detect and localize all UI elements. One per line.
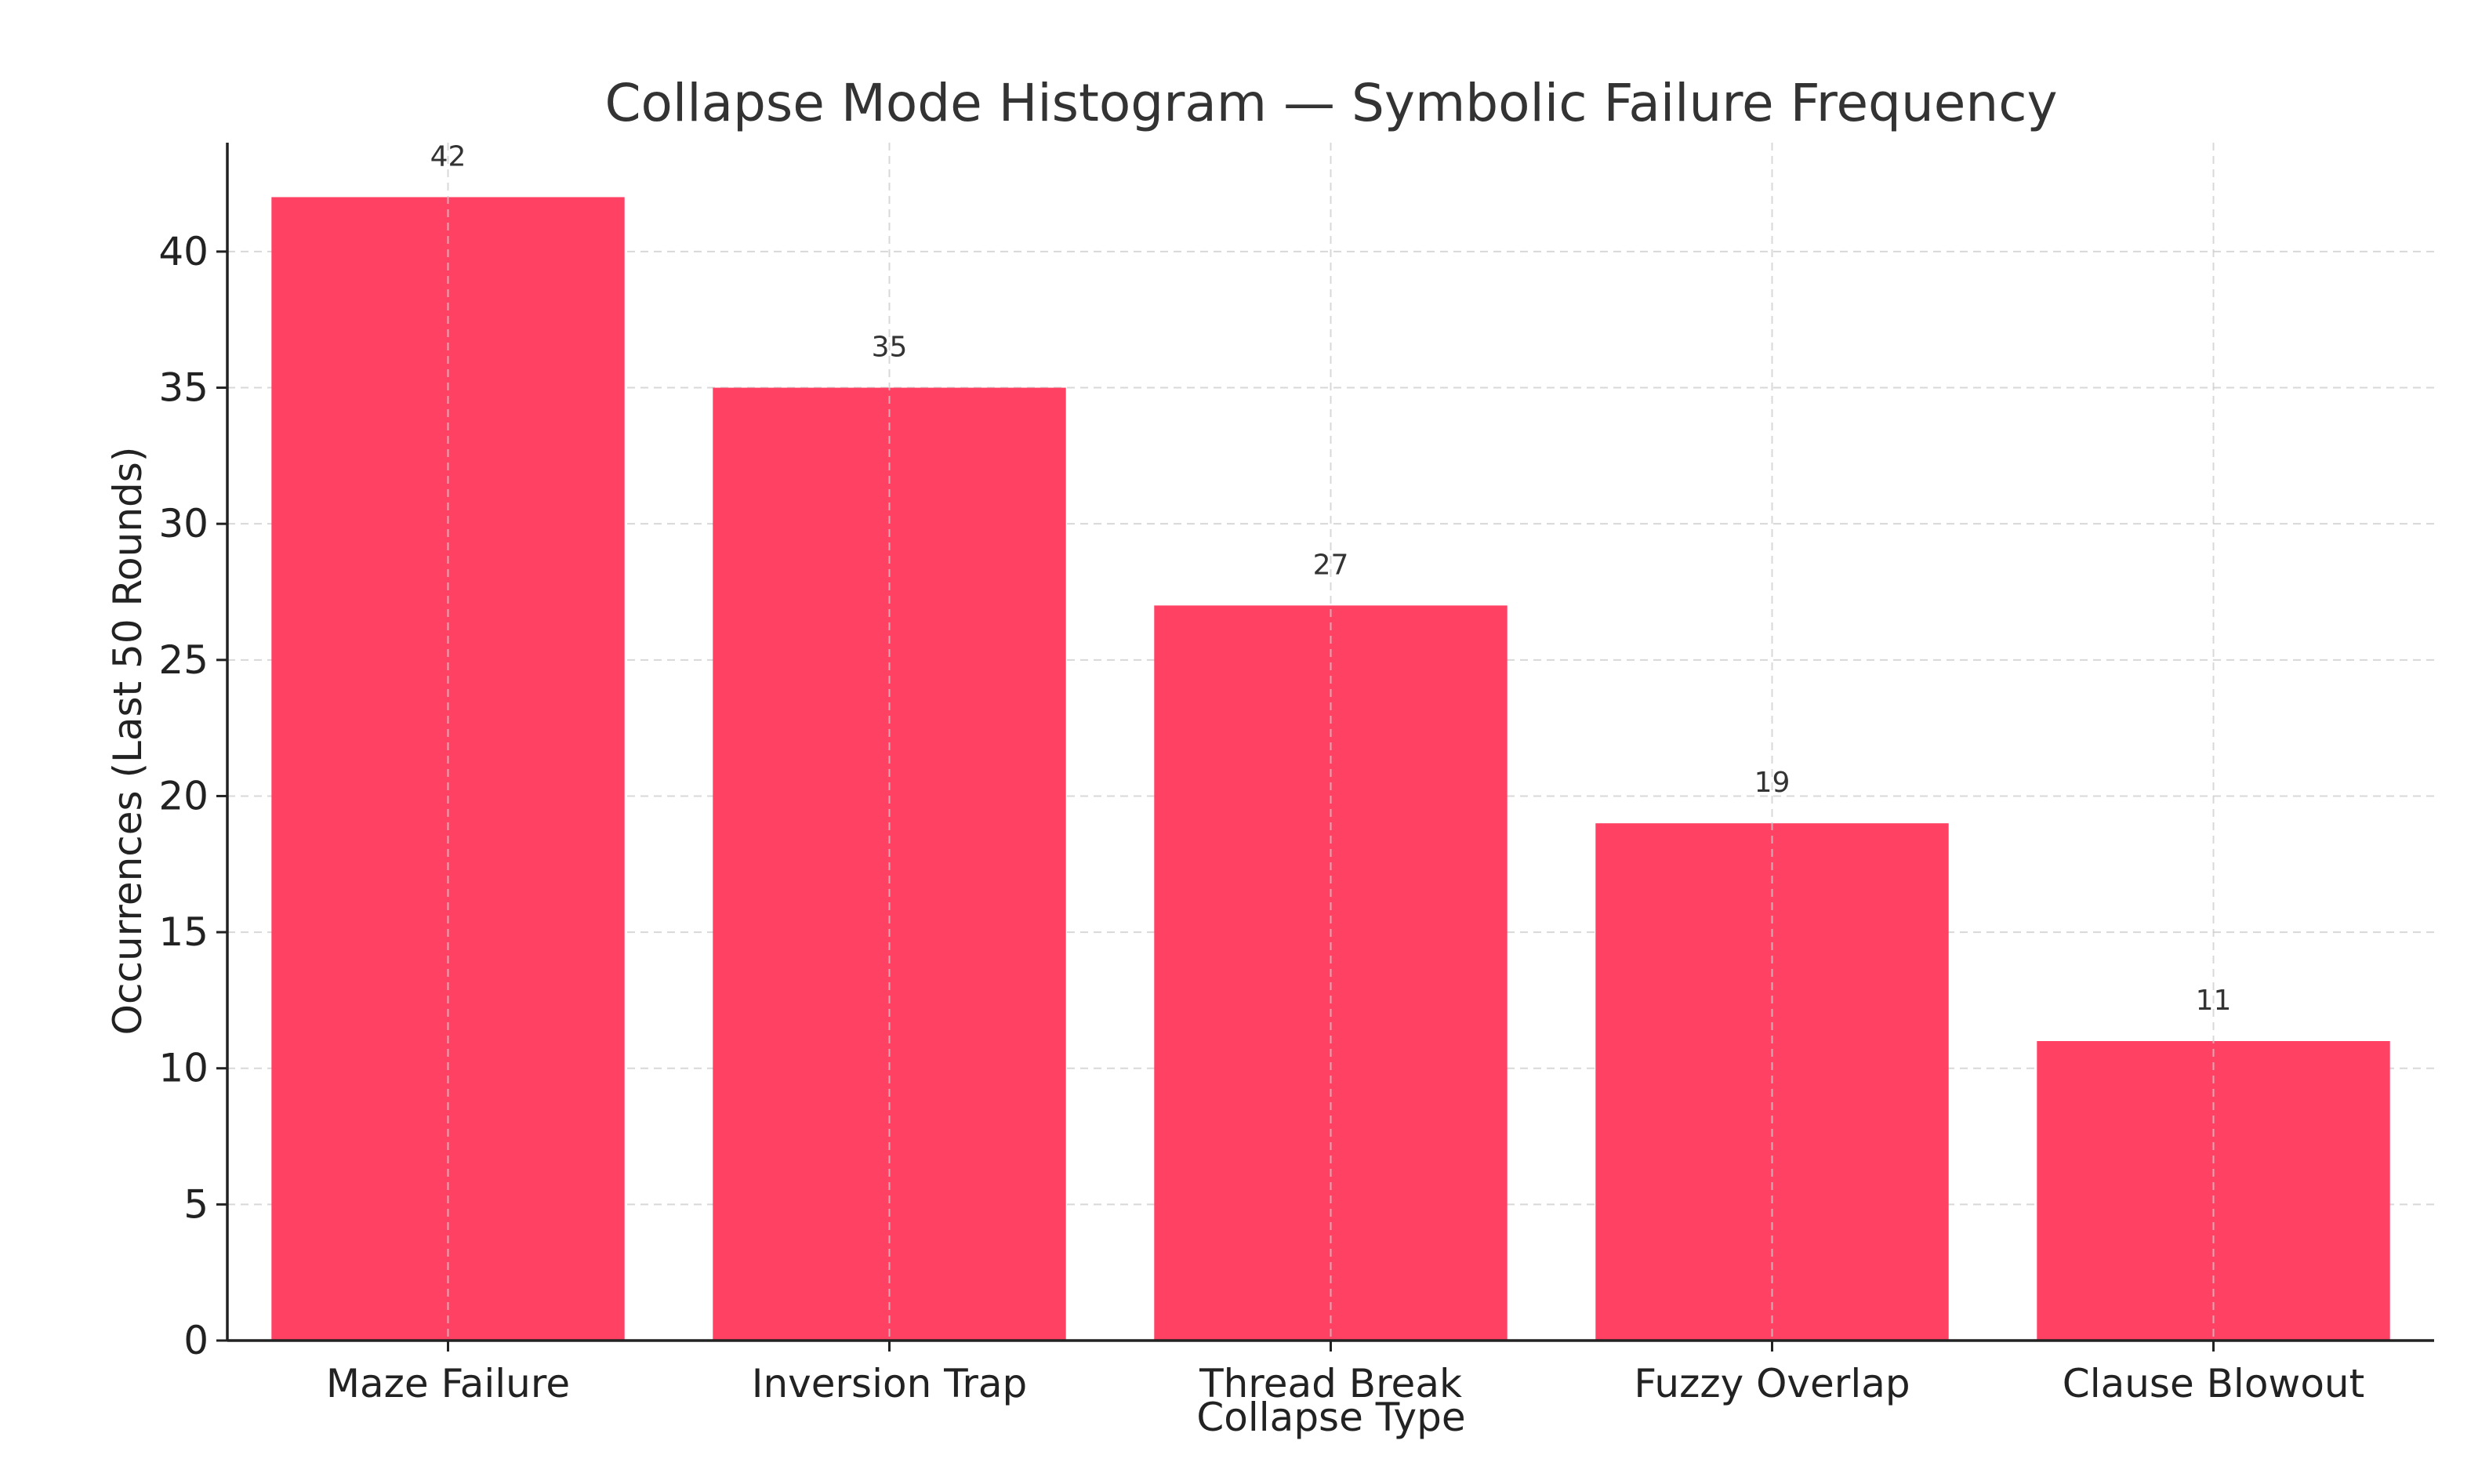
y-axis-label: Occurrences (Last 50 Rounds)	[105, 447, 151, 1036]
data-labels-layer: 42 35 27 19 11	[430, 140, 2232, 1017]
y-tick-label: 30	[158, 501, 209, 546]
x-ticks-layer: Maze Failure Inversion Trap Thread Break Fu…	[326, 1341, 2364, 1406]
y-tick-label: 10	[158, 1046, 209, 1091]
y-tick-label: 35	[158, 365, 209, 411]
chart-title: Collapse Mode Histogram — Symbolic Failu…	[604, 73, 2057, 133]
y-tick-label: 40	[158, 229, 209, 274]
x-tick-label: Fuzzy Overlap	[1634, 1361, 1910, 1406]
bar-value-label: 11	[2196, 985, 2232, 1017]
y-tick-label: 15	[158, 909, 209, 955]
x-tick-label: Maze Failure	[326, 1361, 570, 1406]
x-tick-label: Clause Blowout	[2063, 1361, 2364, 1406]
x-tick-label: Thread Break	[1199, 1361, 1462, 1406]
x-axis-label: Collapse Type	[1196, 1395, 1465, 1440]
y-tick-label: 0	[183, 1318, 209, 1363]
y-tick-label: 25	[158, 637, 209, 683]
bar-value-label: 35	[872, 332, 908, 364]
bar-value-label: 27	[1313, 549, 1349, 581]
y-tick-label: 5	[183, 1181, 209, 1227]
bar-value-label: 42	[430, 140, 466, 172]
bar-value-label: 19	[1754, 767, 1791, 799]
y-tick-label: 20	[158, 773, 209, 818]
y-ticks-layer: 0 5 10 15 20 25 30 35 40	[158, 229, 227, 1363]
x-tick-label: Inversion Trap	[752, 1361, 1028, 1406]
